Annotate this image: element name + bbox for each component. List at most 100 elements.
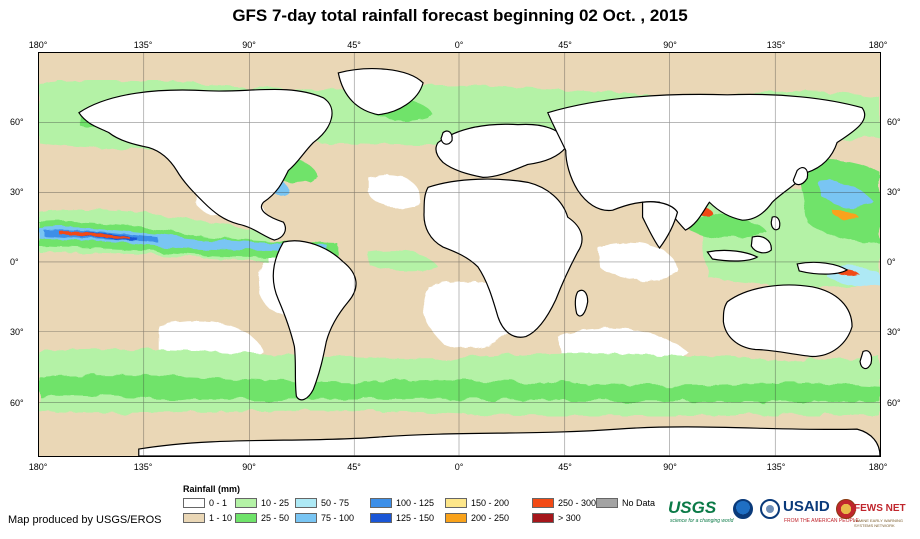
rain-band-25-50 — [687, 214, 768, 239]
great-britain — [440, 130, 453, 145]
legend-label: 50 - 75 — [321, 498, 350, 508]
rain-band-50-100 — [817, 181, 873, 208]
asia — [546, 93, 866, 231]
new-guinea — [796, 261, 849, 275]
map-title: GFS 7-day total rainfall forecast beginn… — [232, 6, 688, 25]
usaid-tagline: FROM THE AMERICAN PEOPLE — [784, 518, 859, 524]
australia — [722, 284, 853, 358]
lon-tick-label: 90° — [663, 462, 677, 472]
continents — [78, 68, 880, 456]
legend-item: 25 - 50 — [235, 513, 289, 523]
usaid-logo: USAID — [783, 498, 830, 515]
legend-swatch — [532, 513, 554, 523]
lon-tick-label: 135° — [766, 462, 786, 472]
lon-tick-label: 180° — [868, 40, 888, 50]
legend-label: 125 - 150 — [396, 513, 435, 523]
lon-tick-label: 90° — [242, 462, 256, 472]
legend-swatch — [445, 498, 467, 508]
legend-swatch — [235, 498, 257, 508]
legend-swatch — [445, 513, 467, 523]
south-america — [272, 240, 357, 401]
lon-tick-label: 180° — [28, 462, 48, 472]
graticule — [39, 53, 880, 456]
lat-tick-label: 60° — [887, 398, 901, 408]
legend-item: 125 - 150 — [370, 513, 434, 523]
legend-label: 0 - 1 — [209, 498, 228, 508]
legend-swatch — [295, 498, 317, 508]
lon-tick-label: 180° — [28, 40, 48, 50]
legend-item: > 300 — [532, 513, 581, 523]
legend-label: 100 - 125 — [396, 498, 435, 508]
legend-item: 75 - 100 — [295, 513, 354, 523]
legend-item: 250 - 300 — [532, 498, 596, 508]
legend-swatch — [235, 513, 257, 523]
legend-item: 100 - 125 — [370, 498, 434, 508]
lon-tick-label: 45° — [558, 40, 572, 50]
fews-tagline: FAMINE EARLY WARNING SYSTEMS NETWORK — [854, 518, 904, 528]
legend-item: 150 - 200 — [445, 498, 509, 508]
legend-label: 75 - 100 — [321, 513, 355, 523]
legend-swatch — [295, 513, 317, 523]
legend-swatch — [532, 498, 554, 508]
legend-title: Rainfall (mm) — [183, 484, 241, 494]
rain-band-200-plus — [58, 231, 131, 241]
lon-tick-label: 135° — [133, 40, 153, 50]
usgs-logo: USGS — [668, 498, 717, 517]
fews-globe-icon — [836, 499, 856, 519]
africa — [423, 178, 583, 338]
legend-swatch — [183, 498, 205, 508]
borneo — [750, 235, 772, 254]
usaid-seal-icon — [760, 499, 780, 519]
lon-tick-label: 90° — [663, 40, 677, 50]
legend-item: 200 - 250 — [445, 513, 509, 523]
legend-label: No Data — [622, 498, 656, 508]
antarctica — [138, 426, 880, 456]
legend-label: 25 - 50 — [261, 513, 290, 523]
legend-label: 150 - 200 — [471, 498, 510, 508]
map-credit: Map produced by USGS/EROS — [8, 514, 162, 526]
europe — [435, 123, 567, 178]
lat-tick-label: 30° — [887, 327, 901, 337]
rain-band-200-plus — [832, 209, 860, 219]
rainfall-map — [38, 52, 881, 457]
legend-item: No Data — [596, 498, 655, 508]
greenland — [337, 68, 424, 116]
legend-label: 250 - 300 — [558, 498, 597, 508]
lon-tick-label: 135° — [766, 40, 786, 50]
lat-tick-label: 30° — [887, 187, 901, 197]
legend-item: 1 - 10 — [183, 513, 232, 523]
lat-tick-label: 0° — [887, 257, 896, 267]
madagascar — [574, 289, 589, 317]
rain-band-10-25 — [368, 250, 439, 272]
lon-tick-label: 180° — [868, 462, 888, 472]
legend-label: 10 - 25 — [261, 498, 290, 508]
legend-item: 50 - 75 — [295, 498, 349, 508]
japan — [792, 167, 809, 186]
lon-tick-label: 45° — [347, 40, 361, 50]
legend-swatch — [370, 513, 392, 523]
new-zealand — [859, 350, 873, 370]
legend-swatch — [596, 498, 618, 508]
legend-label: > 300 — [558, 513, 581, 523]
india — [641, 201, 679, 250]
fews-net-logo: FEWS NET — [854, 503, 906, 514]
lon-tick-label: 0° — [454, 40, 464, 50]
dry-zone — [597, 243, 678, 280]
north-america — [78, 88, 333, 241]
lon-tick-label: 135° — [133, 462, 153, 472]
noaa-logo-icon — [733, 499, 753, 519]
lat-tick-label: 60° — [887, 117, 901, 127]
legend-item: 0 - 1 — [183, 498, 227, 508]
dry-zone — [368, 175, 421, 208]
legend-swatch — [183, 513, 205, 523]
legend-swatch — [370, 498, 392, 508]
lon-tick-label: 0° — [454, 462, 464, 472]
indonesia — [706, 249, 759, 262]
lat-tick-label: 60° — [10, 117, 24, 127]
usgs-tagline: science for a changing world — [670, 518, 734, 524]
legend-item: 10 - 25 — [235, 498, 289, 508]
lat-tick-label: 30° — [10, 327, 24, 337]
lon-tick-label: 90° — [242, 40, 256, 50]
legend-label: 200 - 250 — [471, 513, 510, 523]
lon-tick-label: 45° — [347, 462, 361, 472]
